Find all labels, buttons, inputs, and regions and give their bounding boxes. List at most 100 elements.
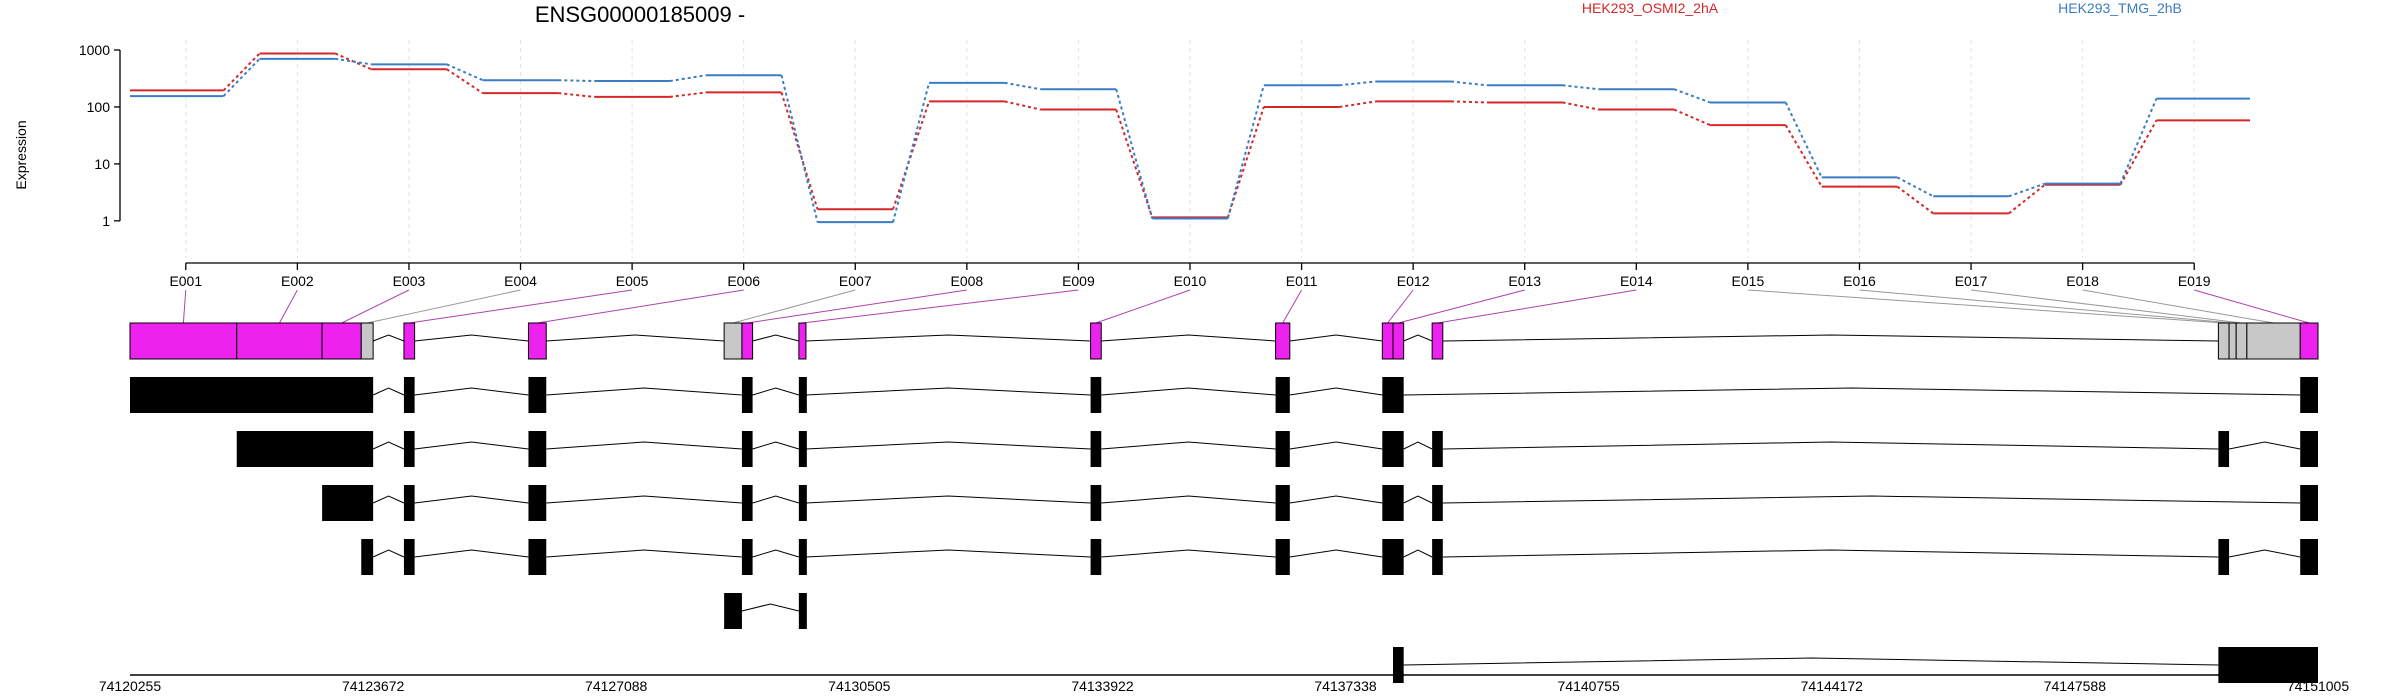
transcript-exon [1432, 431, 1443, 467]
series-step [1450, 100, 1487, 104]
exon-connector [278, 289, 298, 324]
coordinate-tick-label: 74147588 [2044, 678, 2107, 694]
transcript-intron [546, 387, 742, 396]
transcript-intron [1101, 387, 1276, 396]
transcript-exon [2300, 377, 2318, 413]
exon-bin [1431, 322, 1444, 360]
exon-bin [403, 322, 416, 360]
series-step [1339, 100, 1376, 108]
series-step [1896, 185, 1934, 215]
transcript-intron [752, 495, 799, 504]
x-tick-label: E006 [727, 273, 760, 289]
transcript-intron [546, 495, 742, 504]
transcript-exon [403, 377, 415, 413]
transcript-intron [1442, 495, 2301, 504]
transcript-intron [805, 495, 1091, 504]
x-tick-label: E016 [1843, 273, 1876, 289]
series-step [1784, 102, 1823, 178]
transcript-intron [752, 441, 799, 450]
transcript-intron [752, 387, 799, 396]
x-tick-label: E001 [169, 273, 202, 289]
series-step [1339, 80, 1376, 87]
series-step [558, 92, 595, 98]
y-tick-label: 100 [87, 99, 111, 115]
transcript-intron [805, 387, 1091, 396]
transcript-intron [414, 441, 529, 450]
series-step [1784, 124, 1823, 188]
transcript-intron [372, 387, 405, 396]
transcript-exon [1090, 377, 1102, 413]
transcript-intron [414, 387, 529, 396]
exon-connector [1282, 289, 1303, 324]
transcript-exon [741, 539, 753, 575]
coordinate-tick-label: 74144172 [1801, 678, 1864, 694]
series-step [1562, 101, 1599, 111]
exon-connector [2194, 289, 2310, 324]
exon-bin [2299, 322, 2319, 360]
transcript-exon [2218, 431, 2230, 467]
transcript-exon [1432, 485, 1443, 521]
transcript-exon [798, 539, 807, 575]
series-step [1562, 84, 1599, 91]
transcript-exon [2218, 539, 2230, 575]
x-tick-label: E005 [616, 273, 649, 289]
exon-bin [2217, 322, 2230, 360]
x-tick-label: E017 [1955, 273, 1988, 289]
x-tick-label: E003 [393, 273, 426, 289]
x-tick-label: E004 [504, 273, 537, 289]
exon-bin [2235, 322, 2248, 360]
exon-connector [1398, 289, 1525, 324]
series-step [1450, 80, 1488, 87]
exon-connector [182, 289, 187, 324]
intron-line [1289, 334, 1383, 342]
exon-connector [802, 289, 1079, 324]
intron-line [546, 334, 725, 342]
exon-bin [321, 322, 362, 360]
transcript-exon [1432, 539, 1443, 575]
y-tick-label: 1000 [79, 42, 110, 58]
y-axis: 1 10 100 1000 [79, 42, 121, 229]
exon-connector [732, 289, 856, 324]
coordinate-tick-label: 74151005 [2287, 678, 2350, 694]
transcript-intron [1101, 441, 1276, 450]
series-step [1896, 176, 1934, 198]
transcript-exon [1382, 431, 1404, 467]
x-tick-label: E008 [950, 273, 983, 289]
exon-connectors [182, 289, 2310, 324]
series-step [558, 79, 595, 83]
x-tick-label: E002 [281, 273, 314, 289]
series-step [1673, 88, 1711, 104]
transcript-exon [528, 377, 547, 413]
transcript-exon [528, 485, 547, 521]
transcript-exon [1392, 647, 1404, 683]
legend-label: HEK293_OSMI2_2hA [1582, 0, 1719, 16]
transcript-intron [1442, 549, 2219, 558]
series-step [1673, 108, 1711, 127]
series-step [669, 91, 707, 98]
y-tick-label: 10 [94, 156, 110, 172]
exon-connector [341, 289, 410, 324]
x-tick-label: E011 [1286, 273, 1318, 289]
transcript-intron [1289, 441, 1383, 450]
transcript-intron [414, 495, 529, 504]
exon-bin [2228, 322, 2237, 360]
transcript-exon [741, 485, 753, 521]
coordinate-tick-label: 74140755 [1558, 678, 1621, 694]
x-tick-label: E015 [1732, 273, 1765, 289]
transcript-intron [372, 549, 405, 558]
exon-bin [1381, 322, 1394, 360]
transcript-intron [414, 549, 529, 558]
exon-connector [1437, 289, 1637, 324]
transcript-exon [1382, 377, 1404, 413]
exon-bin [1392, 322, 1405, 360]
x-tick-label: E012 [1397, 273, 1430, 289]
series-step [335, 57, 372, 66]
series-step [2008, 183, 2046, 215]
transcript-exon [1275, 485, 1290, 521]
transcript-intron [1442, 441, 2219, 450]
transcript-exon [403, 431, 415, 467]
legend-label: HEK293_TMG_2hB [2058, 0, 2182, 16]
exon-connector [1387, 289, 1414, 324]
series-step [2119, 98, 2158, 185]
